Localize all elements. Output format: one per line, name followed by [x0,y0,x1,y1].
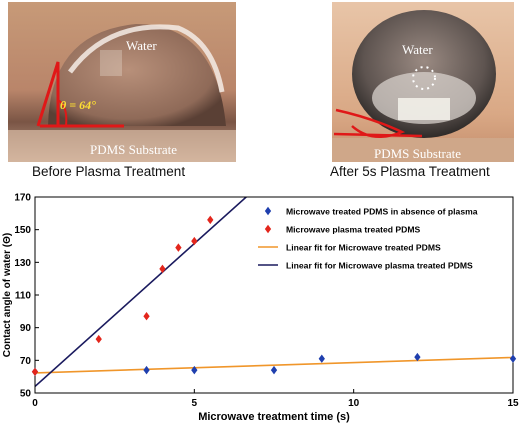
water-label: Water [402,42,433,57]
contact-angle-label: θ = 64° [60,98,96,112]
water-label: Water [126,38,157,53]
series-1-point [509,354,517,363]
series-2-point [143,312,150,321]
legend-marker-2 [264,224,272,234]
y-tick-label: 50 [20,389,32,400]
x-tick-label: 15 [507,398,519,409]
y-axis-label: Contact angle of water (Θ) [2,233,13,357]
series-1-point [270,365,278,375]
plot-frame [34,196,514,394]
contact-angle-chart: 0 5 10 15 50 70 90 110 130 150 170 Microwave treatm… [2,193,519,424]
series-2-point [31,367,39,376]
series-2-point [175,243,182,252]
series-1-point [318,354,325,363]
y-tick-label: 70 [20,356,32,367]
y-tick-label: 170 [14,193,31,204]
before-caption: Before Plasma Treatment [32,164,186,179]
legend-marker-1 [264,206,272,216]
series-2-point [95,334,102,344]
substrate-label: PDMS Substrate [90,142,178,157]
series-2-point [207,215,214,225]
y-tick-label: 150 [14,225,31,236]
series-1-point [143,365,150,375]
after-caption: After 5s Plasma Treatment [330,164,490,179]
series-2-point [159,264,166,274]
fit-line-2 [35,197,248,388]
y-tick-label: 130 [14,258,31,269]
fit-line-1 [35,356,513,374]
x-tick-label: 10 [348,398,360,409]
after-plasma-photo: Water PDMS Substrate [332,2,514,162]
legend-label-4: Linear fit for Microwave plasma treated … [286,261,473,271]
x-tick-label: 0 [32,398,38,409]
y-tick-label: 90 [20,323,32,334]
x-axis-label: Microwave treatment time (s) [198,411,350,423]
series-2-point [191,236,198,246]
substrate-label: PDMS Substrate [374,146,462,161]
y-tick-label: 110 [15,291,32,302]
legend-label-3: Linear fit for Microwave treated PDMS [286,243,441,253]
legend-label-2: Microwave plasma treated PDMS [286,225,420,235]
before-plasma-photo: Water θ = 64° PDMS Substrate [8,2,236,162]
legend-label-1: Microwave treated PDMS in absence of pla… [286,207,478,217]
x-tick-label: 5 [192,398,198,409]
series-1-point [414,352,421,362]
